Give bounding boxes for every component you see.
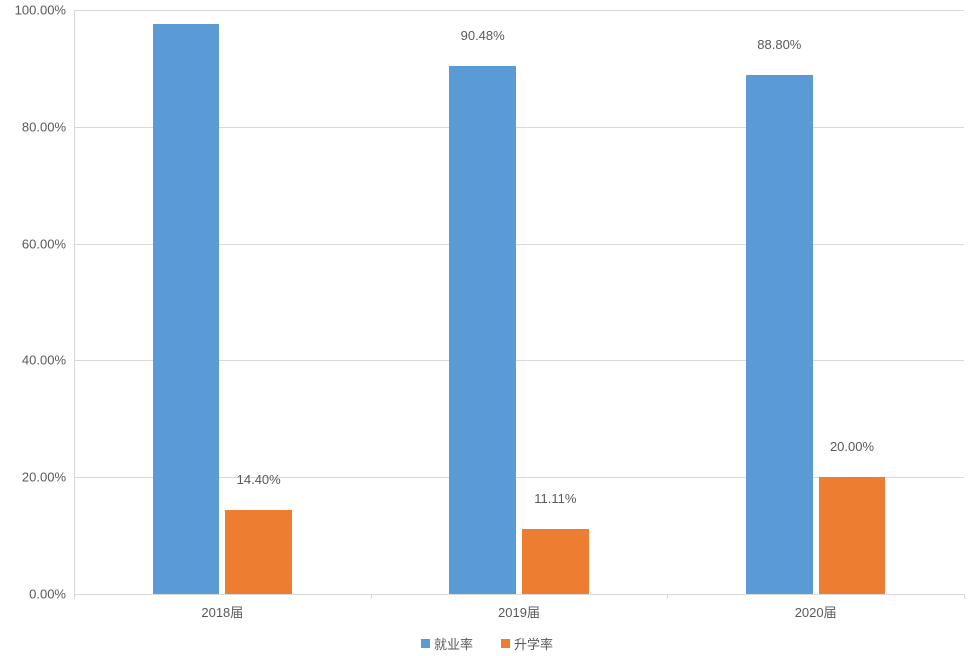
x-tick-mark bbox=[964, 594, 965, 599]
x-tick-mark bbox=[74, 594, 75, 599]
gridline bbox=[74, 10, 964, 11]
y-tick-label: 80.00% bbox=[22, 119, 66, 134]
bar bbox=[153, 24, 220, 594]
bar bbox=[746, 75, 813, 594]
x-tick-mark bbox=[667, 594, 668, 599]
bar bbox=[522, 529, 589, 594]
bar-value-label: 97.60% bbox=[164, 0, 208, 5]
bar-value-label: 14.40% bbox=[237, 472, 281, 491]
legend-item: 就业率 bbox=[421, 634, 473, 653]
legend-swatch bbox=[421, 639, 430, 648]
legend-item: 升学率 bbox=[501, 634, 553, 653]
x-tick-label: 2018届 bbox=[201, 602, 243, 621]
gridline bbox=[74, 594, 964, 595]
bar bbox=[449, 66, 516, 594]
legend-swatch bbox=[501, 639, 510, 648]
legend-label: 升学率 bbox=[514, 634, 553, 653]
y-tick-label: 100.00% bbox=[15, 3, 66, 18]
plot-area: 97.60%14.40%90.48%11.11%88.80%20.00% bbox=[74, 10, 964, 594]
legend-label: 就业率 bbox=[434, 634, 473, 653]
bar-value-label: 11.11% bbox=[534, 491, 576, 510]
y-axis-line bbox=[74, 10, 75, 594]
y-tick-label: 40.00% bbox=[22, 353, 66, 368]
y-tick-label: 60.00% bbox=[22, 236, 66, 251]
x-tick-label: 2019届 bbox=[498, 602, 540, 621]
y-tick-label: 20.00% bbox=[22, 470, 66, 485]
x-tick-mark bbox=[371, 594, 372, 599]
bar-value-label: 88.80% bbox=[757, 37, 801, 56]
bar bbox=[225, 510, 292, 594]
bar-chart: 97.60% 14.40% 90.48% 11.11% 88.80% 20.00% 0.0… bbox=[0, 0, 974, 656]
legend: 就业率 升学率 bbox=[0, 634, 974, 653]
bar-value-label: 20.00% bbox=[830, 439, 874, 458]
bar-value-label: 90.48% bbox=[461, 28, 505, 47]
x-tick-label: 2020届 bbox=[795, 602, 837, 621]
bar bbox=[819, 477, 886, 594]
y-tick-label: 0.00% bbox=[29, 587, 66, 602]
